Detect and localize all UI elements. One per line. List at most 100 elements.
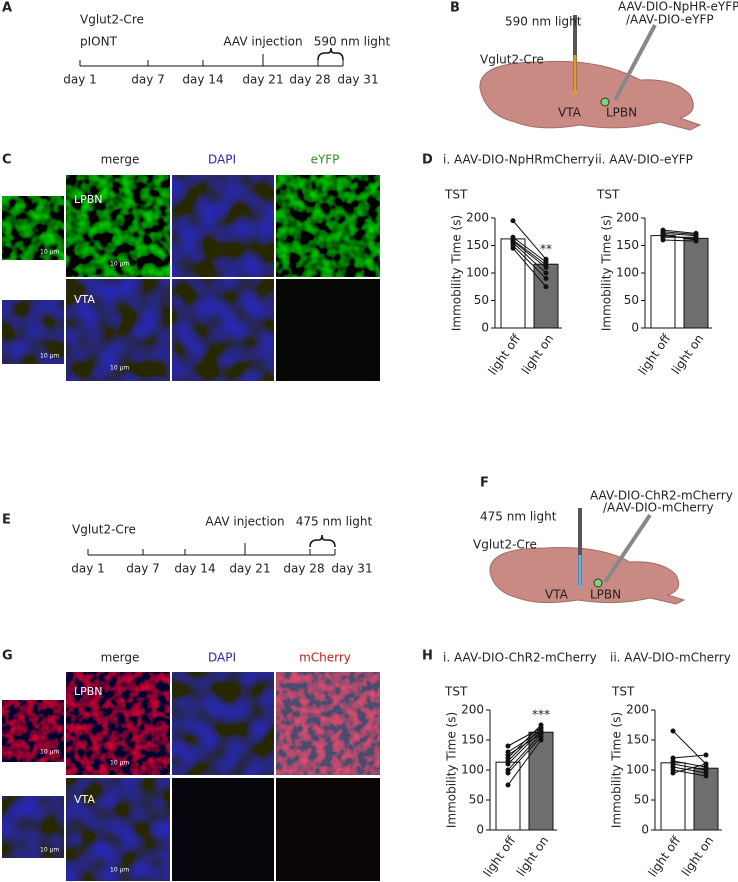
- subject-point: [543, 270, 549, 276]
- subject-line: [507, 733, 542, 771]
- panel-label: B: [450, 1, 460, 16]
- virus-text: AAV-DIO-ChR2-mCherry: [590, 489, 733, 503]
- y-axis-label: Immobility Time (s): [450, 215, 464, 331]
- chart-title: ii. AAV-DIO-mCherry: [610, 651, 731, 665]
- subject-line: [512, 242, 547, 274]
- mcherry-image: [276, 672, 380, 775]
- scale-bar-text: 10 μm: [110, 261, 129, 268]
- x-tick-label: light on: [514, 834, 551, 879]
- subject-line: [662, 239, 697, 242]
- subject-line: [662, 231, 697, 235]
- eyfp-image: [276, 279, 380, 381]
- merge-image: [66, 175, 170, 277]
- subject-point: [660, 232, 666, 237]
- y-tick-label: 50: [474, 293, 489, 307]
- bar: [693, 767, 719, 831]
- y-tick-label: 150: [461, 733, 484, 747]
- syringe: [603, 513, 652, 584]
- column-header: merge: [101, 153, 140, 167]
- timeline-ticks: [87, 543, 336, 555]
- y-tick-label: 0: [476, 823, 484, 837]
- subject-point: [703, 773, 709, 779]
- region-text: LPBN: [606, 106, 637, 120]
- subject-point: [505, 767, 511, 773]
- x-tick-label: light on: [669, 332, 706, 377]
- day-label: day 1: [63, 73, 97, 87]
- bar: [500, 238, 526, 329]
- virus-text: AAV-DIO-NpHR-eYFP: [618, 0, 738, 14]
- dapi-image: [172, 279, 274, 381]
- row-label: LPBN: [74, 685, 103, 698]
- y-tick-label: 50: [624, 293, 639, 307]
- day-label: day 31: [331, 562, 372, 576]
- subject-point: [505, 749, 511, 755]
- chart-subtitle: TST: [596, 188, 620, 202]
- y-tick-label: 100: [626, 763, 649, 777]
- inset-image: [2, 796, 64, 858]
- subject-point: [510, 245, 516, 251]
- subject-point: [693, 237, 699, 243]
- subject-line: [507, 739, 542, 786]
- y-tick-label: 200: [461, 703, 484, 717]
- scale-bar-text: 10 μm: [40, 249, 59, 256]
- timeline-text: Vglut2-Cre: [72, 523, 136, 537]
- subject-point: [660, 237, 666, 243]
- y-tick-label: 200: [466, 211, 489, 225]
- brace: [309, 534, 336, 548]
- chart-title: i. AAV-DIO-ChR2-mCherry: [443, 651, 597, 665]
- subject-point: [543, 265, 549, 270]
- day-label: day 31: [337, 73, 378, 87]
- y-tick-label: 100: [461, 763, 484, 777]
- significance: **: [540, 242, 552, 256]
- subject-point: [505, 743, 511, 749]
- chart-title: i. AAV-DIO-NpHRmCherry: [443, 153, 594, 167]
- y-tick-label: 200: [626, 703, 649, 717]
- subject-line: [507, 733, 542, 756]
- schematic-b: 590 nm light AAV-DIO-NpHR-eYFP /AAV-DIO-…: [479, 0, 738, 131]
- y-tick-label: 200: [616, 211, 639, 225]
- day-label: day 21: [242, 73, 283, 87]
- subject-line: [512, 236, 547, 263]
- images-c: merge DAPI eYFP LPBN VTA 10 μm 10 μm 10 …: [2, 153, 380, 381]
- timeline-text: Vglut2-Cre: [80, 13, 144, 27]
- chart-subtitle: TST: [444, 685, 468, 699]
- subject-line: [662, 234, 697, 241]
- brain: [479, 60, 702, 131]
- bar: [683, 237, 709, 329]
- merge-image: [66, 672, 170, 775]
- subject-point: [510, 218, 516, 224]
- region-text: VTA: [558, 106, 582, 120]
- scale-bar-text: 10 μm: [40, 749, 59, 756]
- y-tick-label: 150: [616, 238, 639, 252]
- column-header: eYFP: [311, 153, 340, 167]
- schematic-f: 475 nm light AAV-DIO-ChR2-mCherry /AAV-D…: [473, 489, 733, 605]
- column-header: mCherry: [299, 651, 351, 665]
- y-tick-label: 100: [466, 266, 489, 280]
- subject-line: [507, 730, 542, 753]
- mouse-text: Vglut2-Cre: [473, 538, 537, 552]
- row-label: VTA: [74, 793, 95, 806]
- timeline-text: AAV injection: [223, 35, 302, 49]
- panel-label: C: [2, 153, 12, 168]
- subject-line: [672, 763, 707, 771]
- subject-line: [512, 240, 547, 268]
- x-tick-label: light on: [519, 332, 556, 377]
- scale-bar-text: 10 μm: [110, 760, 129, 767]
- scale-bar-text: 10 μm: [40, 847, 59, 854]
- injection-site: [600, 97, 610, 107]
- inset-image: [2, 700, 64, 762]
- subject-point: [703, 752, 709, 758]
- bar: [528, 731, 554, 831]
- light-text: 475 nm light: [480, 510, 557, 524]
- panel-label: F: [480, 476, 489, 491]
- subject-line: [672, 763, 707, 774]
- row-label: LPBN: [74, 193, 103, 206]
- panel-label: H: [422, 649, 433, 664]
- mcherry-image: [276, 778, 380, 881]
- timeline-e: Vglut2-Cre AAV injection 475 nm light da…: [71, 515, 372, 576]
- dapi-image: [172, 778, 274, 881]
- subject-point: [543, 284, 549, 290]
- x-tick-label: light off: [645, 833, 683, 879]
- bar: [650, 235, 676, 329]
